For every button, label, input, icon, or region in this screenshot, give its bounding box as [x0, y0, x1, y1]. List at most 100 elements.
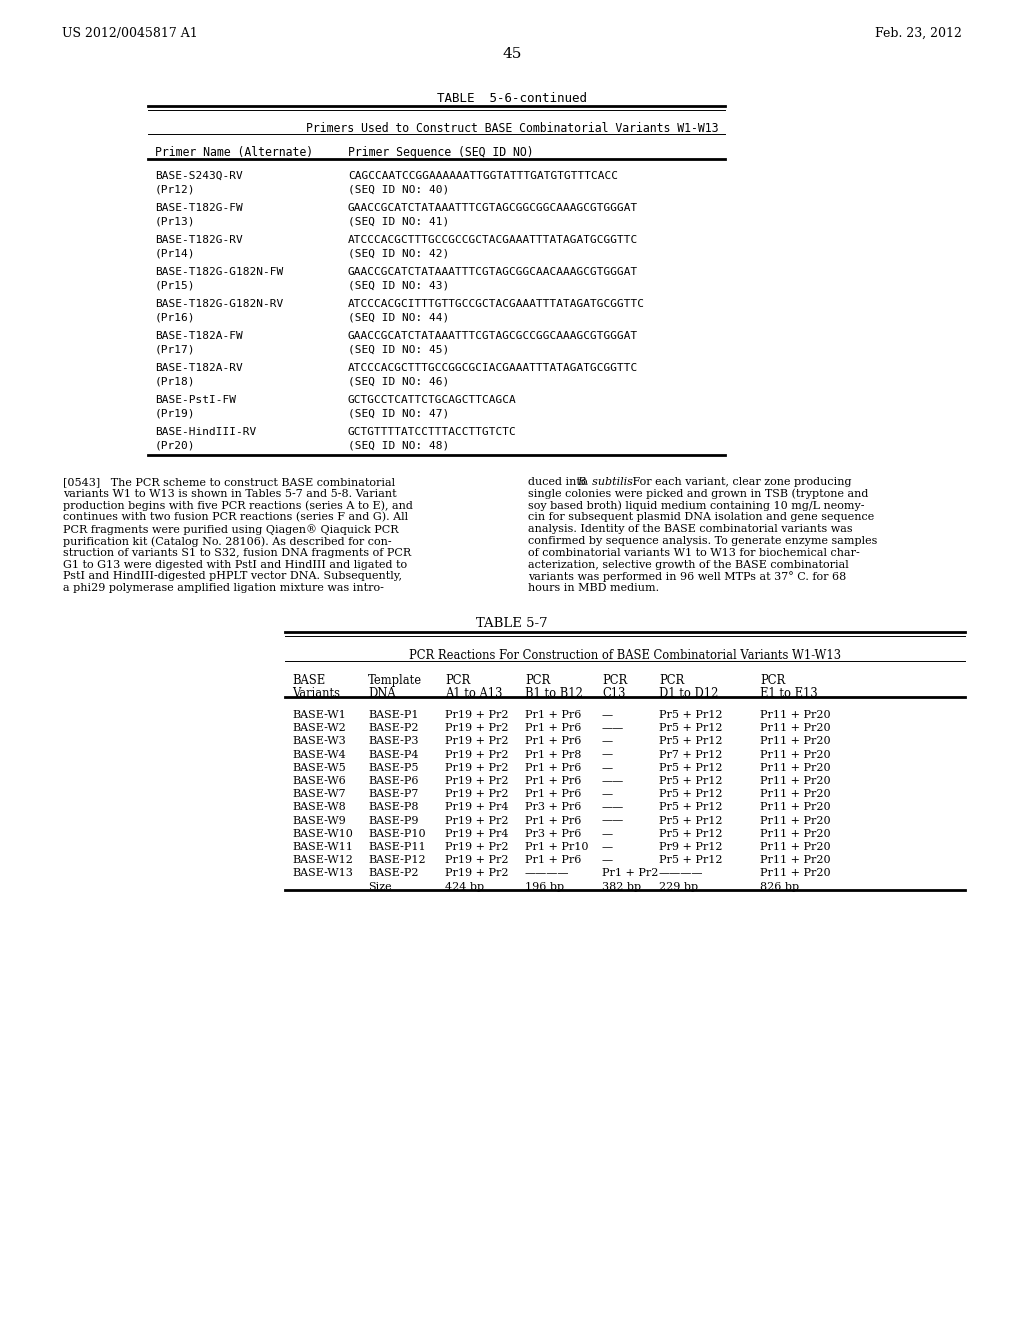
- Text: Pr11 + Pr20: Pr11 + Pr20: [760, 855, 830, 865]
- Text: PCR fragments were purified using Qiagen® Qiaquick PCR: PCR fragments were purified using Qiagen…: [63, 524, 398, 535]
- Text: ATCCCACGCTTTGCCGGCGCIACGAAATTTATAGATGCGGTTC: ATCCCACGCTTTGCCGGCGCIACGAAATTTATAGATGCGG…: [348, 363, 638, 374]
- Text: (SEQ ID NO: 41): (SEQ ID NO: 41): [348, 216, 450, 226]
- Text: Pr1 + Pr6: Pr1 + Pr6: [525, 763, 582, 772]
- Text: ATCCCACGCITTTGTTGCCGCTACGAAATTTATAGATGCGGTTC: ATCCCACGCITTTGTTGCCGCTACGAAATTTATAGATGCG…: [348, 300, 645, 309]
- Text: Pr11 + Pr20: Pr11 + Pr20: [760, 842, 830, 851]
- Text: BASE-T182G-RV: BASE-T182G-RV: [155, 235, 243, 246]
- Text: Pr11 + Pr20: Pr11 + Pr20: [760, 763, 830, 772]
- Text: Template: Template: [368, 675, 422, 686]
- Text: Pr5 + Pr12: Pr5 + Pr12: [659, 816, 723, 825]
- Text: BASE-P11: BASE-P11: [368, 842, 426, 851]
- Text: Pr1 + Pr6: Pr1 + Pr6: [525, 737, 582, 746]
- Text: BASE-P2: BASE-P2: [368, 869, 419, 878]
- Text: acterization, selective growth of the BASE combinatorial: acterization, selective growth of the BA…: [528, 560, 849, 570]
- Text: PCR: PCR: [602, 675, 628, 686]
- Text: C13: C13: [602, 686, 626, 700]
- Text: variants was performed in 96 well MTPs at 37° C. for 68: variants was performed in 96 well MTPs a…: [528, 572, 846, 582]
- Text: [0543]   The PCR scheme to construct BASE combinatorial: [0543] The PCR scheme to construct BASE …: [63, 477, 395, 487]
- Text: (Pr19): (Pr19): [155, 408, 196, 418]
- Text: GAACCGCATCTATAAATTTCGTAGCGGCAACAAAGCGTGGGAT: GAACCGCATCTATAAATTTCGTAGCGGCAACAAAGCGTGG…: [348, 267, 638, 277]
- Text: Pr11 + Pr20: Pr11 + Pr20: [760, 750, 830, 759]
- Text: Pr11 + Pr20: Pr11 + Pr20: [760, 789, 830, 799]
- Text: 424 bp: 424 bp: [445, 882, 484, 891]
- Text: (SEQ ID NO: 46): (SEQ ID NO: 46): [348, 376, 450, 385]
- Text: Pr19 + Pr2: Pr19 + Pr2: [445, 763, 509, 772]
- Text: Pr19 + Pr2: Pr19 + Pr2: [445, 723, 509, 733]
- Text: Pr11 + Pr20: Pr11 + Pr20: [760, 869, 830, 878]
- Text: Pr19 + Pr2: Pr19 + Pr2: [445, 776, 509, 785]
- Text: purification kit (Catalog No. 28106). As described for con-: purification kit (Catalog No. 28106). As…: [63, 536, 391, 546]
- Text: Pr19 + Pr2: Pr19 + Pr2: [445, 855, 509, 865]
- Text: Pr7 + Pr12: Pr7 + Pr12: [659, 750, 722, 759]
- Text: (SEQ ID NO: 47): (SEQ ID NO: 47): [348, 408, 450, 418]
- Text: PCR Reactions For Construction of BASE Combinatorial Variants W1-W13: PCR Reactions For Construction of BASE C…: [409, 649, 841, 663]
- Text: B1 to B12: B1 to B12: [525, 686, 583, 700]
- Text: GAACCGCATCTATAAATTTCGTAGCGCCGGCAAAGCGTGGGAT: GAACCGCATCTATAAATTTCGTAGCGCCGGCAAAGCGTGG…: [348, 331, 638, 341]
- Text: Pr19 + Pr2: Pr19 + Pr2: [445, 750, 509, 759]
- Text: a phi29 polymerase amplified ligation mixture was intro-: a phi29 polymerase amplified ligation mi…: [63, 583, 384, 593]
- Text: G1 to G13 were digested with PstI and HindIII and ligated to: G1 to G13 were digested with PstI and Hi…: [63, 560, 408, 570]
- Text: GCTGTTTTATCCTTTACCTTGTCTC: GCTGTTTTATCCTTTACCTTGTCTC: [348, 426, 517, 437]
- Text: —: —: [602, 842, 613, 851]
- Text: GAACCGCATCTATAAATTTCGTAGCGGCGGCAAAGCGTGGGAT: GAACCGCATCTATAAATTTCGTAGCGGCGGCAAAGCGTGG…: [348, 203, 638, 213]
- Text: E1 to E13: E1 to E13: [760, 686, 817, 700]
- Text: Pr11 + Pr20: Pr11 + Pr20: [760, 723, 830, 733]
- Text: Pr19 + Pr2: Pr19 + Pr2: [445, 789, 509, 799]
- Text: —: —: [602, 829, 613, 838]
- Text: Pr11 + Pr20: Pr11 + Pr20: [760, 816, 830, 825]
- Text: BASE-W4: BASE-W4: [292, 750, 346, 759]
- Text: BASE-P1: BASE-P1: [368, 710, 419, 719]
- Text: Feb. 23, 2012: Feb. 23, 2012: [876, 26, 962, 40]
- Text: BASE-T182A-FW: BASE-T182A-FW: [155, 331, 243, 341]
- Text: duced into: duced into: [528, 477, 591, 487]
- Text: —: —: [602, 855, 613, 865]
- Text: (Pr14): (Pr14): [155, 248, 196, 257]
- Text: single colonies were picked and grown in TSB (tryptone and: single colonies were picked and grown in…: [528, 488, 868, 499]
- Text: Pr19 + Pr4: Pr19 + Pr4: [445, 803, 509, 812]
- Text: BASE-W3: BASE-W3: [292, 737, 346, 746]
- Text: BASE-P10: BASE-P10: [368, 829, 426, 838]
- Text: US 2012/0045817 A1: US 2012/0045817 A1: [62, 26, 198, 40]
- Text: Pr19 + Pr4: Pr19 + Pr4: [445, 829, 509, 838]
- Text: PCR: PCR: [445, 675, 470, 686]
- Text: BASE-P3: BASE-P3: [368, 737, 419, 746]
- Text: Pr11 + Pr20: Pr11 + Pr20: [760, 710, 830, 719]
- Text: Pr3 + Pr6: Pr3 + Pr6: [525, 829, 582, 838]
- Text: Pr1 + Pr10: Pr1 + Pr10: [525, 842, 589, 851]
- Text: Pr1 + Pr6: Pr1 + Pr6: [525, 723, 582, 733]
- Text: 826 bp: 826 bp: [760, 882, 799, 891]
- Text: 196 bp: 196 bp: [525, 882, 564, 891]
- Text: struction of variants S1 to S32, fusion DNA fragments of PCR: struction of variants S1 to S32, fusion …: [63, 548, 411, 558]
- Text: CAGCCAATCCGGAAAAAATTGGTATTTGATGTGTTTCACC: CAGCCAATCCGGAAAAAATTGGTATTTGATGTGTTTCACC: [348, 172, 618, 181]
- Text: BASE-P7: BASE-P7: [368, 789, 419, 799]
- Text: Pr1 + Pr6: Pr1 + Pr6: [525, 710, 582, 719]
- Text: (SEQ ID NO: 45): (SEQ ID NO: 45): [348, 345, 450, 354]
- Text: GCTGCCTCATTCTGCAGCTTCAGCA: GCTGCCTCATTCTGCAGCTTCAGCA: [348, 395, 517, 405]
- Text: D1 to D12: D1 to D12: [659, 686, 719, 700]
- Text: Pr1 + Pr6: Pr1 + Pr6: [525, 789, 582, 799]
- Text: (SEQ ID NO: 42): (SEQ ID NO: 42): [348, 248, 450, 257]
- Text: of combinatorial variants W1 to W13 for biochemical char-: of combinatorial variants W1 to W13 for …: [528, 548, 860, 558]
- Text: BASE-P8: BASE-P8: [368, 803, 419, 812]
- Text: hours in MBD medium.: hours in MBD medium.: [528, 583, 659, 593]
- Text: 229 bp: 229 bp: [659, 882, 698, 891]
- Text: BASE-W13: BASE-W13: [292, 869, 353, 878]
- Text: Pr1 + Pr6: Pr1 + Pr6: [525, 816, 582, 825]
- Text: BASE-S243Q-RV: BASE-S243Q-RV: [155, 172, 243, 181]
- Text: soy based broth) liquid medium containing 10 mg/L neomy-: soy based broth) liquid medium containin…: [528, 500, 864, 511]
- Text: Size: Size: [368, 882, 391, 891]
- Text: Primer Name (Alternate): Primer Name (Alternate): [155, 147, 313, 158]
- Text: BASE-T182G-G182N-RV: BASE-T182G-G182N-RV: [155, 300, 284, 309]
- Text: BASE-HindIII-RV: BASE-HindIII-RV: [155, 426, 256, 437]
- Text: PCR: PCR: [659, 675, 684, 686]
- Text: confirmed by sequence analysis. To generate enzyme samples: confirmed by sequence analysis. To gener…: [528, 536, 878, 546]
- Text: TABLE  5-6-continued: TABLE 5-6-continued: [437, 92, 587, 106]
- Text: Pr1 + Pr6: Pr1 + Pr6: [525, 855, 582, 865]
- Text: 382 bp: 382 bp: [602, 882, 641, 891]
- Text: ——: ——: [602, 776, 625, 785]
- Text: ——: ——: [602, 816, 625, 825]
- Text: Pr11 + Pr20: Pr11 + Pr20: [760, 737, 830, 746]
- Text: BASE-W10: BASE-W10: [292, 829, 353, 838]
- Text: BASE-W5: BASE-W5: [292, 763, 346, 772]
- Text: Pr11 + Pr20: Pr11 + Pr20: [760, 803, 830, 812]
